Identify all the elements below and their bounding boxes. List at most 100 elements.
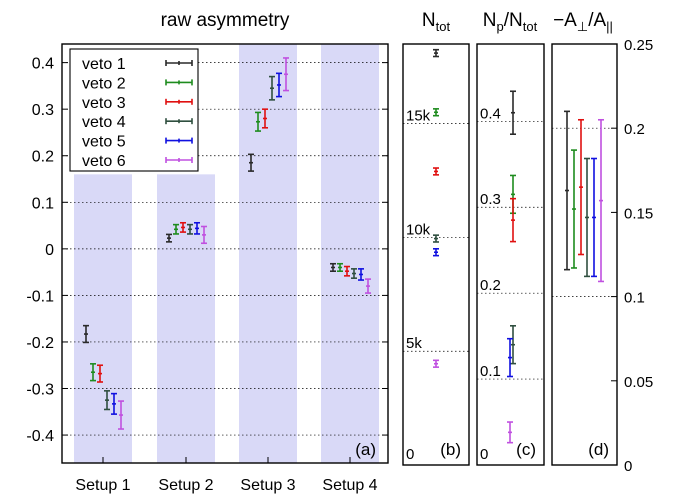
- y-tick-label: 0.1: [480, 363, 501, 380]
- error-bar: [433, 48, 439, 58]
- legend-label: veto 5: [82, 134, 126, 151]
- error-bar: [83, 324, 89, 344]
- error-bar: [433, 248, 439, 257]
- error-bar: [510, 325, 516, 365]
- y-tick-label: 0.4: [480, 105, 501, 122]
- panel-label: (b): [440, 440, 461, 459]
- error-bar: [262, 108, 268, 129]
- error-bar: [111, 392, 117, 415]
- error-bar: [591, 157, 597, 278]
- error-bar: [584, 157, 590, 278]
- error-bar: [507, 337, 513, 378]
- setup-bands: [74, 44, 379, 463]
- error-bar: [337, 262, 343, 272]
- error-bar: [90, 363, 96, 382]
- legend-label: veto 2: [82, 75, 126, 92]
- y-tick-label: 0.3: [480, 191, 501, 208]
- y-tick-label: -0.2: [26, 335, 54, 352]
- y-tick-label: 0.2: [480, 277, 501, 294]
- panel-label: (d): [588, 440, 609, 459]
- error-bar: [180, 221, 186, 233]
- legend-swatch: [165, 157, 193, 163]
- y-tick-label: 0.1: [624, 290, 645, 307]
- error-bar: [598, 118, 604, 283]
- y-tick-label: 10k: [406, 221, 431, 238]
- y-tick-label: 0.25: [624, 37, 653, 54]
- y-tick-label: 0.2: [624, 121, 645, 138]
- y-tick-label: 0.4: [32, 56, 54, 73]
- error-bar: [194, 221, 200, 235]
- error-bar: [248, 153, 254, 172]
- error-bar: [276, 72, 282, 98]
- error-bar: [564, 110, 570, 271]
- error-bar: [578, 118, 584, 256]
- error-bar: [283, 57, 289, 92]
- panel-frames: [61, 43, 618, 466]
- panel-d-title: −A⊥/A||: [553, 10, 613, 34]
- error-bar-marks: [83, 48, 604, 444]
- y-tick-label: 15k: [406, 108, 431, 125]
- y-tick-label: -0.4: [26, 428, 54, 445]
- legend-label: veto 4: [82, 114, 126, 131]
- panel-b-frame: [402, 43, 470, 466]
- error-bar: [118, 400, 124, 430]
- legend-swatch: [165, 60, 193, 66]
- legend-swatch: [165, 98, 193, 105]
- legend-box: [69, 48, 199, 172]
- error-bar: [97, 364, 103, 383]
- error-bar: [187, 223, 193, 235]
- y-tick-label: 0: [624, 458, 632, 475]
- error-bar: [507, 421, 513, 444]
- panel-a-title: raw asymmetry: [161, 10, 290, 31]
- panel-d-frame: [551, 43, 618, 466]
- error-bar: [344, 265, 350, 277]
- y-tick-label: -0.3: [26, 382, 54, 399]
- error-bar: [201, 225, 207, 245]
- panel-b-title: Ntot: [422, 10, 451, 34]
- legend-label: veto 1: [82, 56, 126, 73]
- panel-label: (a): [355, 440, 376, 459]
- error-bar: [330, 262, 336, 272]
- y-tick-label: 0.3: [32, 102, 54, 119]
- error-bar: [104, 390, 110, 411]
- error-bar: [433, 359, 439, 368]
- error-bar: [269, 75, 275, 101]
- setup-band: [74, 174, 132, 463]
- error-bar: [166, 233, 172, 243]
- x-tick-label: Setup 1: [75, 477, 130, 494]
- error-bar: [255, 111, 261, 132]
- error-bar: [351, 268, 357, 279]
- y-tick-label: 0: [480, 446, 488, 463]
- legend: veto 1 veto 2 veto 3 veto 4 veto 5 veto 6: [69, 48, 199, 172]
- legend-swatch: [165, 118, 193, 125]
- panel-c-frame: [476, 43, 545, 466]
- legend-label: veto 3: [82, 95, 126, 112]
- legend-label: veto 6: [82, 153, 126, 170]
- y-tick-label: 0: [45, 242, 54, 259]
- legend-swatch: [165, 137, 193, 144]
- panel-a-frame: [61, 43, 389, 464]
- panel-c-title: Np/Ntot: [483, 10, 538, 34]
- legend-swatch: [165, 79, 193, 86]
- setup-band: [321, 44, 379, 463]
- y-tick-label: 0.1: [32, 195, 54, 212]
- y-tick-label: 0: [406, 446, 414, 463]
- error-bar: [510, 90, 516, 136]
- y-tick-label: 0.15: [624, 205, 653, 222]
- error-bar: [433, 108, 439, 117]
- y-tick-label: 0.2: [32, 149, 54, 166]
- error-bar: [173, 223, 179, 235]
- error-bar: [510, 197, 516, 243]
- x-tick-label: Setup 2: [158, 477, 213, 494]
- error-bar: [433, 167, 439, 176]
- setup-band: [239, 44, 297, 463]
- panel-label: (c): [516, 440, 536, 459]
- y-tick-label: -0.1: [26, 288, 54, 305]
- y-tick-label: 5k: [406, 335, 422, 352]
- y-tick-label: 0.05: [624, 374, 653, 391]
- text-labels: -0.4 -0.3 -0.2 -0.1 0 0.1 0.2 0.3 0.4 Setup 1 Setu…: [26, 10, 653, 494]
- error-bar: [358, 268, 364, 281]
- x-tick-label: Setup 4: [322, 477, 377, 494]
- error-bar: [433, 234, 439, 243]
